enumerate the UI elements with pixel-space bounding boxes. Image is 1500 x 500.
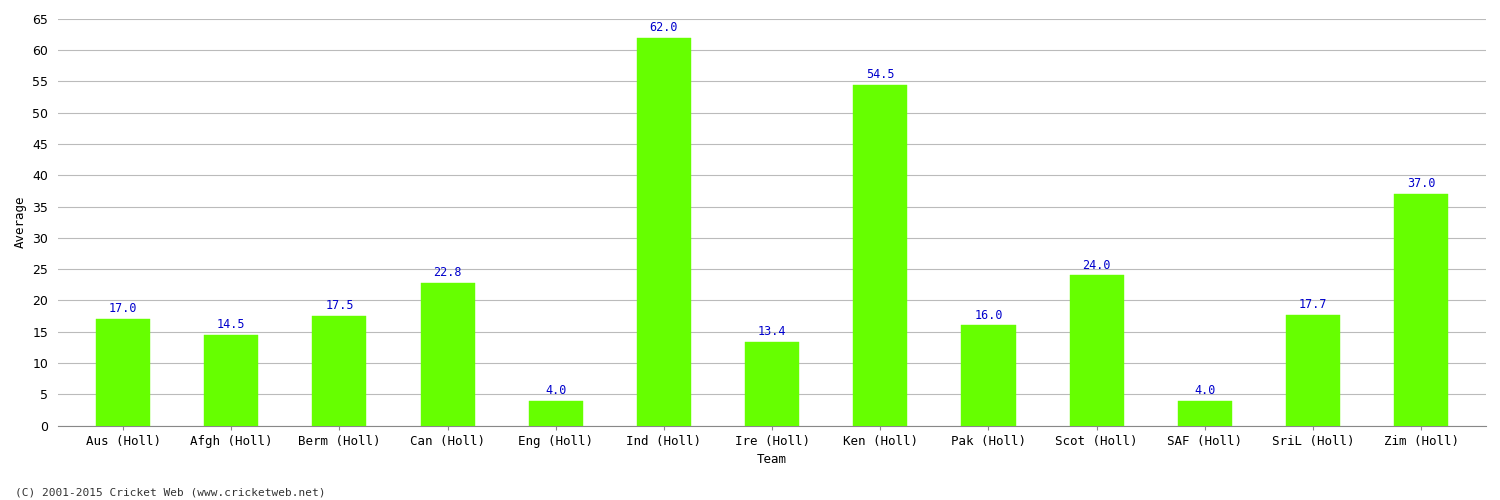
Bar [638, 38, 692, 426]
Bar [1394, 194, 1447, 426]
Text: 4.0: 4.0 [544, 384, 567, 397]
Bar [204, 335, 258, 426]
Text: 17.0: 17.0 [110, 302, 138, 316]
Text: 17.5: 17.5 [326, 300, 354, 312]
X-axis label: Team: Team [758, 453, 788, 466]
Bar [1286, 315, 1340, 426]
Text: 14.5: 14.5 [217, 318, 246, 331]
Text: 13.4: 13.4 [758, 325, 786, 338]
Text: 17.7: 17.7 [1299, 298, 1328, 311]
Text: 62.0: 62.0 [650, 21, 678, 34]
Text: (C) 2001-2015 Cricket Web (www.cricketweb.net): (C) 2001-2015 Cricket Web (www.cricketwe… [15, 488, 326, 498]
Bar [962, 326, 1016, 426]
Bar [96, 319, 150, 426]
Bar [528, 400, 584, 425]
Bar [1178, 400, 1231, 425]
Bar [1070, 276, 1124, 426]
Text: 22.8: 22.8 [433, 266, 462, 279]
Y-axis label: Average: Average [13, 196, 27, 248]
Text: 24.0: 24.0 [1083, 258, 1112, 272]
Bar [420, 283, 474, 426]
Bar [312, 316, 366, 426]
Text: 37.0: 37.0 [1407, 178, 1436, 190]
Bar [746, 342, 800, 425]
Bar [853, 84, 907, 425]
Text: 54.5: 54.5 [865, 68, 894, 81]
Text: 4.0: 4.0 [1194, 384, 1215, 397]
Text: 16.0: 16.0 [974, 308, 1002, 322]
